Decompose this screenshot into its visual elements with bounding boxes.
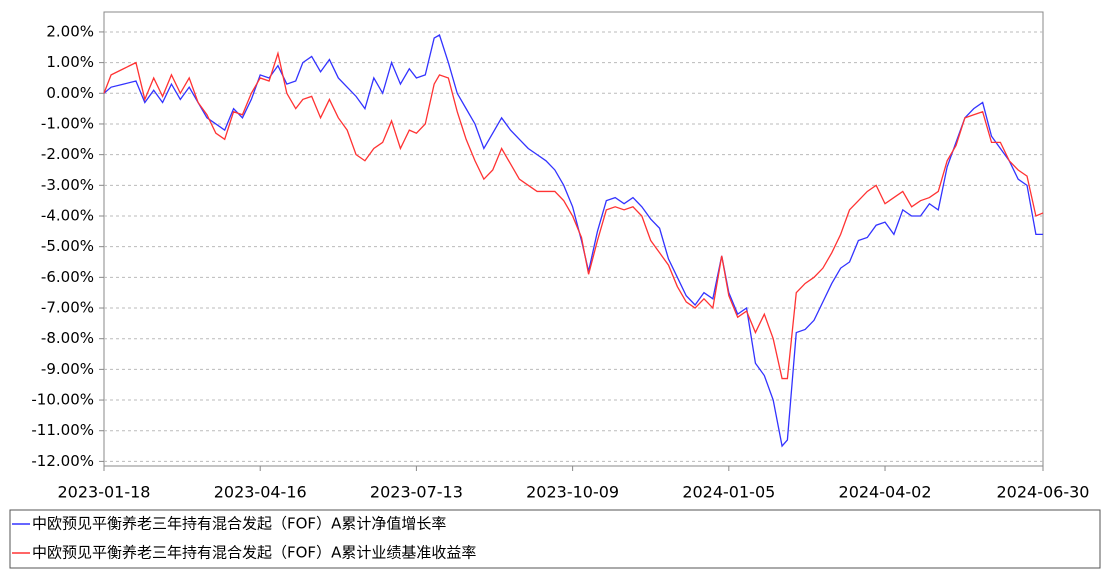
y-tick-label: 0.00% bbox=[46, 84, 94, 102]
y-tick-label: -4.00% bbox=[41, 206, 94, 224]
x-tick-label: 2023-04-16 bbox=[214, 483, 307, 502]
y-tick-label: -6.00% bbox=[41, 268, 94, 286]
legend-box bbox=[9, 509, 1101, 569]
x-tick-label: 2023-10-09 bbox=[526, 483, 619, 502]
x-tick-label: 2024-01-05 bbox=[682, 483, 775, 502]
y-tick-label: -8.00% bbox=[41, 329, 94, 347]
y-tick-label: -12.00% bbox=[31, 452, 94, 470]
series-line bbox=[103, 50, 1044, 380]
y-tick-label: 2.00% bbox=[46, 22, 94, 40]
y-tick-label: -10.00% bbox=[31, 391, 94, 409]
y-tick-label: -7.00% bbox=[41, 299, 94, 317]
legend-label: 中欧预见平衡养老三年持有混合发起（FOF）A累计业绩基准收益率 bbox=[32, 544, 476, 562]
x-tick-label: 2024-04-02 bbox=[839, 483, 932, 502]
y-tick-label: -9.00% bbox=[41, 360, 94, 378]
y-tick-label: -2.00% bbox=[41, 145, 94, 163]
x-tick-label: 2024-06-30 bbox=[997, 483, 1090, 502]
x-tick-label: 2023-07-13 bbox=[370, 483, 463, 502]
series-line bbox=[103, 34, 1043, 448]
y-tick-label: -1.00% bbox=[41, 114, 94, 132]
x-tick-label: 2023-01-18 bbox=[58, 483, 151, 502]
plot-frame bbox=[103, 11, 1044, 467]
y-tick-label: -5.00% bbox=[41, 237, 94, 255]
y-tick-label: -3.00% bbox=[41, 176, 94, 194]
legend-label: 中欧预见平衡养老三年持有混合发起（FOF）A累计净值增长率 bbox=[32, 515, 446, 533]
y-tick-label: -11.00% bbox=[31, 421, 94, 439]
y-tick-label: 1.00% bbox=[46, 53, 94, 71]
